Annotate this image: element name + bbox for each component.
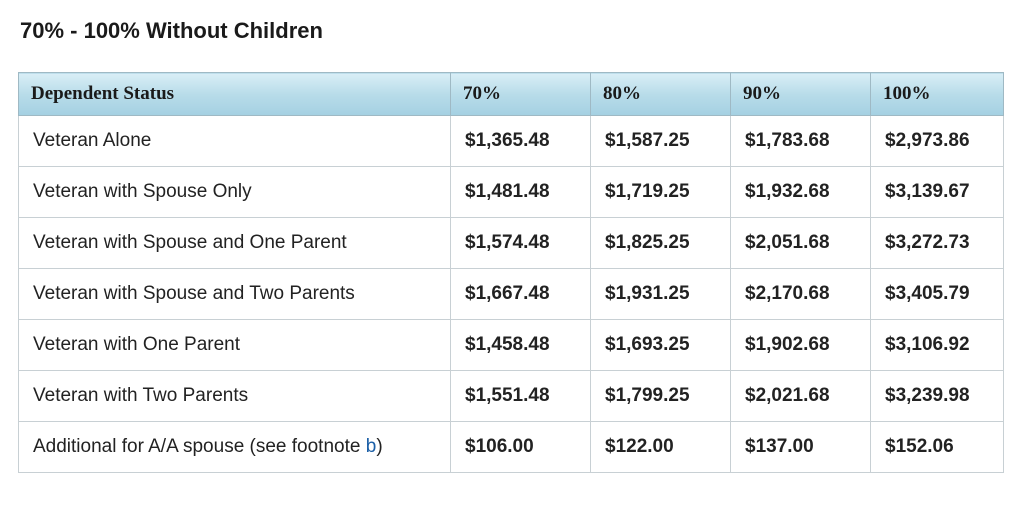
row-label: Veteran with Spouse Only	[19, 167, 451, 218]
cell-70: $1,574.48	[451, 218, 591, 269]
cell-80: $1,587.25	[591, 116, 731, 167]
cell-70: $1,667.48	[451, 269, 591, 320]
col-header-100: 100%	[871, 73, 1004, 116]
cell-70: $1,458.48	[451, 320, 591, 371]
table-row: Additional for A/A spouse (see footnote …	[19, 422, 1004, 473]
table-row: Veteran with Spouse and Two Parents $1,6…	[19, 269, 1004, 320]
table-row: Veteran with Two Parents $1,551.48 $1,79…	[19, 371, 1004, 422]
cell-90: $1,902.68	[731, 320, 871, 371]
cell-100: $3,272.73	[871, 218, 1004, 269]
row-label: Veteran Alone	[19, 116, 451, 167]
row-label: Veteran with One Parent	[19, 320, 451, 371]
cell-100: $152.06	[871, 422, 1004, 473]
col-header-90: 90%	[731, 73, 871, 116]
cell-90: $2,021.68	[731, 371, 871, 422]
row-label: Veteran with Two Parents	[19, 371, 451, 422]
footnote-link-b[interactable]: b	[366, 436, 377, 457]
row-label: Veteran with Spouse and Two Parents	[19, 269, 451, 320]
table-row: Veteran with Spouse Only $1,481.48 $1,71…	[19, 167, 1004, 218]
cell-80: $1,719.25	[591, 167, 731, 218]
cell-90: $2,051.68	[731, 218, 871, 269]
col-header-80: 80%	[591, 73, 731, 116]
cell-100: $3,239.98	[871, 371, 1004, 422]
cell-90: $2,170.68	[731, 269, 871, 320]
cell-70: $1,551.48	[451, 371, 591, 422]
cell-80: $1,693.25	[591, 320, 731, 371]
cell-100: $3,405.79	[871, 269, 1004, 320]
cell-100: $2,973.86	[871, 116, 1004, 167]
table-row: Veteran Alone $1,365.48 $1,587.25 $1,783…	[19, 116, 1004, 167]
table-body: Veteran Alone $1,365.48 $1,587.25 $1,783…	[19, 116, 1004, 473]
row-label: Veteran with Spouse and One Parent	[19, 218, 451, 269]
col-header-70: 70%	[451, 73, 591, 116]
cell-70: $1,481.48	[451, 167, 591, 218]
table-row: Veteran with Spouse and One Parent $1,57…	[19, 218, 1004, 269]
cell-80: $1,799.25	[591, 371, 731, 422]
page: 70% - 100% Without Children Dependent St…	[0, 0, 1024, 491]
cell-90: $1,932.68	[731, 167, 871, 218]
row-label-suffix: )	[376, 436, 382, 457]
row-label-prefix: Additional for A/A spouse (see footnote	[33, 436, 366, 457]
table-head: Dependent Status 70% 80% 90% 100%	[19, 73, 1004, 116]
table-header-row: Dependent Status 70% 80% 90% 100%	[19, 73, 1004, 116]
cell-70: $1,365.48	[451, 116, 591, 167]
cell-80: $1,931.25	[591, 269, 731, 320]
cell-100: $3,139.67	[871, 167, 1004, 218]
cell-90: $137.00	[731, 422, 871, 473]
col-header-status: Dependent Status	[19, 73, 451, 116]
cell-90: $1,783.68	[731, 116, 871, 167]
cell-70: $106.00	[451, 422, 591, 473]
cell-100: $3,106.92	[871, 320, 1004, 371]
cell-80: $1,825.25	[591, 218, 731, 269]
row-label-with-footnote: Additional for A/A spouse (see footnote …	[19, 422, 451, 473]
page-title: 70% - 100% Without Children	[20, 18, 1006, 44]
rates-table: Dependent Status 70% 80% 90% 100% Vetera…	[18, 72, 1004, 473]
cell-80: $122.00	[591, 422, 731, 473]
table-row: Veteran with One Parent $1,458.48 $1,693…	[19, 320, 1004, 371]
